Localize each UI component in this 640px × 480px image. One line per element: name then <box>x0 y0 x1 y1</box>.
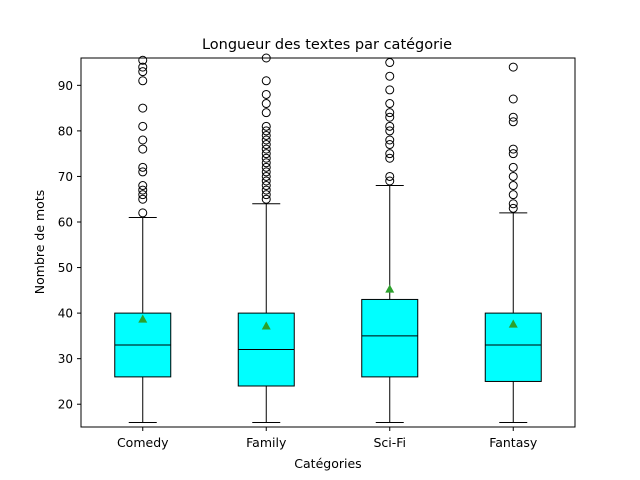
outlier-point <box>508 149 518 159</box>
outlier-point <box>138 62 148 72</box>
outlier-point <box>138 167 148 177</box>
outlier-point <box>261 130 271 140</box>
y-axis: 20 30 40 50 60 70 80 90 <box>58 79 81 412</box>
outlier-point <box>508 190 518 200</box>
outlier-point <box>385 176 395 186</box>
outlier-point <box>138 135 148 145</box>
outlier-point <box>385 140 395 150</box>
plot-area <box>114 53 542 423</box>
outlier-point <box>261 194 271 204</box>
outlier-point <box>385 149 395 159</box>
outlier-point <box>508 203 518 213</box>
outlier-point <box>261 167 271 177</box>
outlier-point <box>138 144 148 154</box>
outlier-point <box>385 71 395 81</box>
outlier-point <box>138 103 148 113</box>
outlier-point <box>138 181 148 191</box>
x-tick-label: Comedy <box>117 435 169 450</box>
outlier-point <box>261 108 271 118</box>
x-axis-label: Catégories <box>294 456 361 471</box>
outlier-point <box>261 149 271 159</box>
outlier-point <box>261 176 271 186</box>
outlier-point <box>508 62 518 72</box>
outlier-point <box>385 112 395 122</box>
box-group <box>237 53 295 423</box>
mean-marker <box>508 319 518 328</box>
outlier-point <box>261 99 271 109</box>
box-iqr <box>361 298 419 378</box>
outlier-point <box>138 67 148 77</box>
outlier-point <box>261 153 271 163</box>
outlier-point <box>138 208 148 218</box>
outlier-point <box>261 158 271 168</box>
y-tick-label: 30 <box>58 352 73 366</box>
outlier-point <box>508 94 518 104</box>
outlier-point <box>385 126 395 136</box>
box-group <box>361 58 419 423</box>
outlier-point <box>385 85 395 95</box>
outlier-point <box>385 58 395 68</box>
outlier-point <box>138 190 148 200</box>
outlier-point <box>261 144 271 154</box>
x-tick-label: Family <box>246 435 287 450</box>
outlier-point <box>261 126 271 136</box>
outlier-point <box>138 194 148 204</box>
outlier-point <box>261 121 271 131</box>
outlier-point <box>261 162 271 172</box>
y-tick-label: 40 <box>58 307 73 321</box>
box-group <box>484 62 542 423</box>
x-axis: Comedy Family Sci-Fi Fantasy <box>117 427 538 450</box>
outlier-point <box>138 121 148 131</box>
y-tick-label: 80 <box>58 124 73 138</box>
outlier-point <box>385 99 395 109</box>
outlier-point <box>261 171 271 181</box>
outlier-point <box>508 171 518 181</box>
outlier-point <box>261 135 271 145</box>
x-tick-label: Sci-Fi <box>373 435 406 450</box>
plot-frame <box>80 57 576 428</box>
outlier-point <box>508 181 518 191</box>
outlier-point <box>508 117 518 127</box>
outlier-point <box>508 162 518 172</box>
outlier-point <box>138 76 148 86</box>
outlier-point <box>385 153 395 163</box>
outlier-point <box>385 171 395 181</box>
mean-marker <box>138 314 148 323</box>
box-group <box>114 55 172 423</box>
mean-marker <box>261 321 271 330</box>
outlier-point <box>261 140 271 150</box>
outlier-point <box>138 185 148 195</box>
mean-marker <box>385 284 395 293</box>
y-tick-label: 60 <box>58 216 73 230</box>
outlier-point <box>138 162 148 172</box>
outlier-point <box>261 89 271 99</box>
chart-title: Longueur des textes par catégorie <box>202 37 452 53</box>
outlier-point <box>385 108 395 118</box>
outlier-point <box>385 121 395 131</box>
outlier-point <box>261 76 271 86</box>
outlier-point <box>261 185 271 195</box>
y-tick-label: 70 <box>58 170 73 184</box>
x-tick-label: Fantasy <box>489 435 538 450</box>
outlier-point <box>261 181 271 191</box>
outlier-point <box>138 55 148 65</box>
y-axis-label: Nombre de mots <box>32 190 47 294</box>
outlier-point <box>508 112 518 122</box>
y-tick-label: 50 <box>58 261 73 275</box>
outlier-point <box>385 135 395 145</box>
outlier-point <box>508 144 518 154</box>
outlier-point <box>261 190 271 200</box>
outlier-point <box>508 199 518 209</box>
y-tick-label: 20 <box>58 398 73 412</box>
y-tick-label: 90 <box>58 79 73 93</box>
